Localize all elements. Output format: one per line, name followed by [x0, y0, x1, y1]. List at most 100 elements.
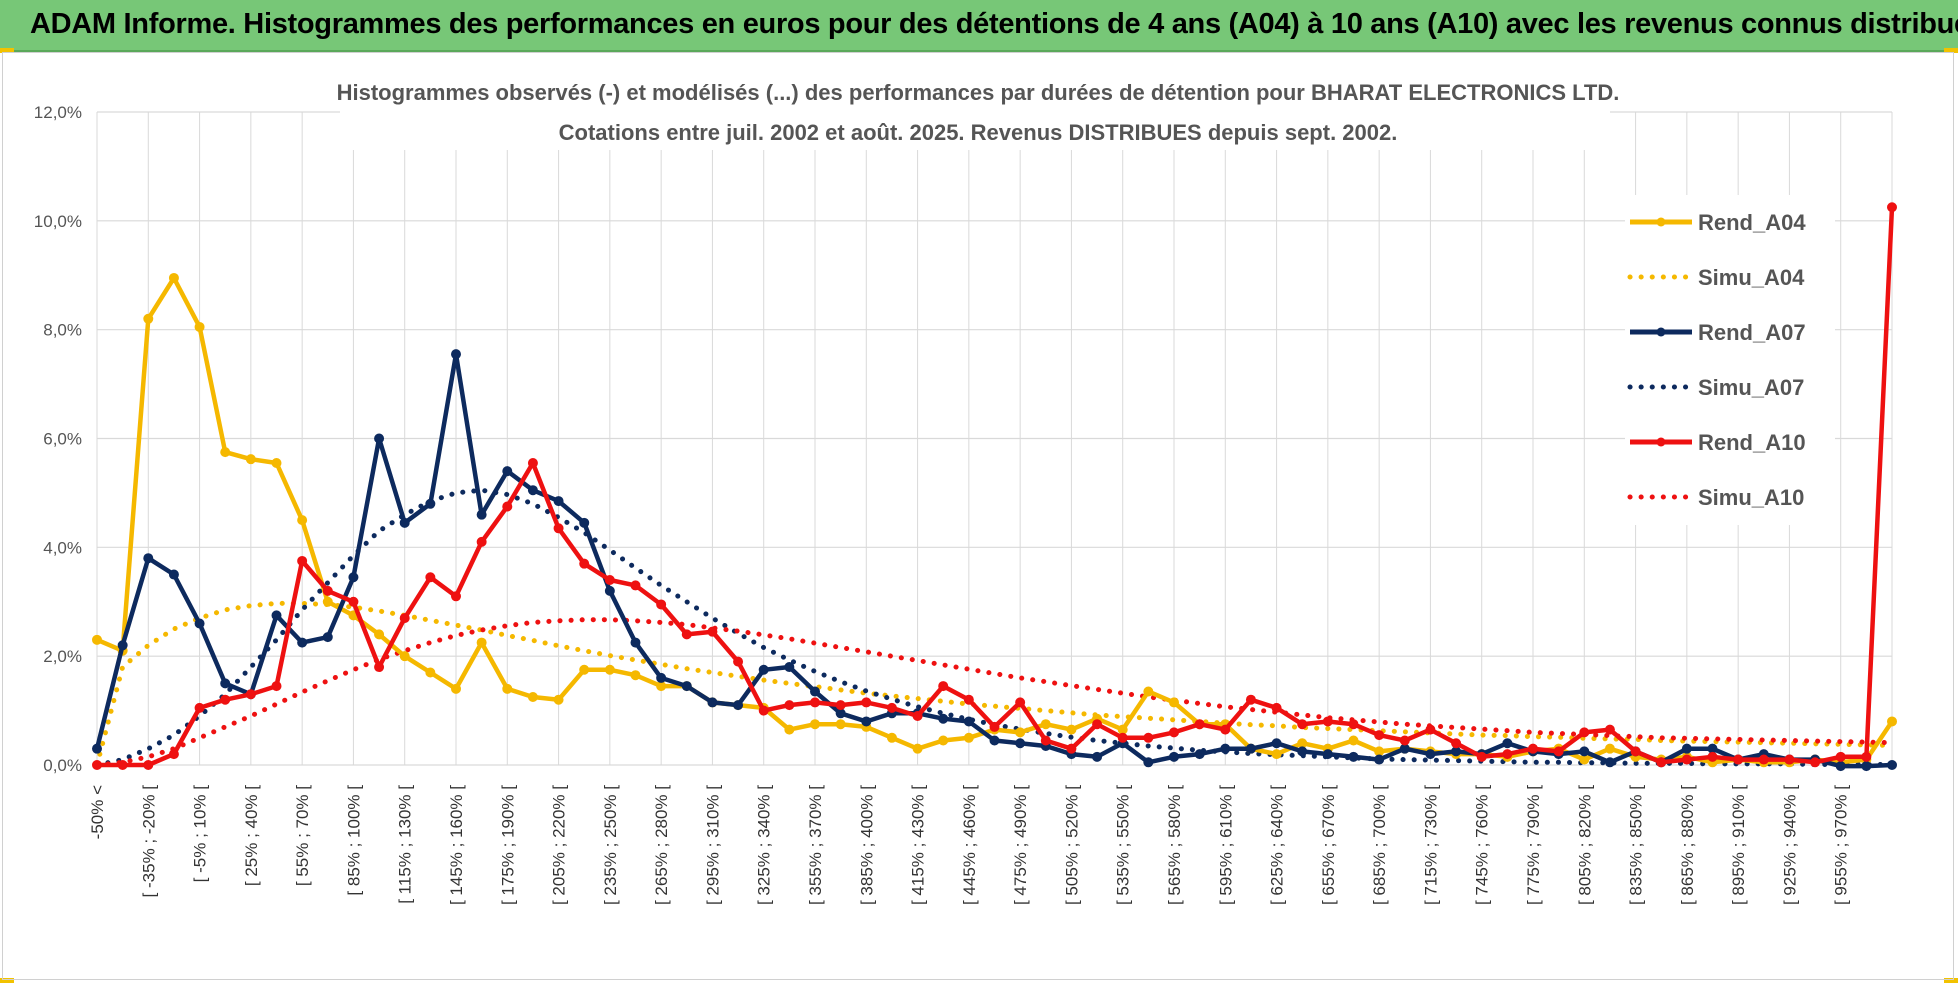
data-point	[1835, 761, 1846, 772]
data-point	[527, 457, 538, 468]
x-tick-label: [ 925% ; 940% [	[1780, 785, 1799, 905]
legend-label: Simu_A07	[1698, 375, 1804, 400]
data-point	[348, 596, 359, 607]
data-point	[194, 321, 205, 332]
data-point	[271, 457, 282, 468]
corner-accent	[1944, 48, 1958, 53]
data-point	[1451, 738, 1462, 749]
data-point	[1143, 686, 1154, 697]
data-point	[374, 629, 385, 640]
x-tick-label: [ 865% ; 880% [	[1678, 785, 1697, 905]
data-point	[1220, 724, 1231, 735]
data-point	[1476, 751, 1487, 762]
data-point	[1861, 751, 1872, 762]
x-tick-label: [ 265% ; 280% [	[652, 785, 671, 905]
data-point	[1399, 743, 1410, 754]
data-point	[656, 681, 667, 692]
data-point	[1220, 743, 1231, 754]
data-point	[1681, 754, 1692, 765]
data-point	[938, 713, 949, 724]
data-point	[425, 498, 436, 509]
x-tick-label: [ 175% ; 190% [	[498, 785, 517, 905]
data-point	[835, 708, 846, 719]
data-point	[1451, 746, 1462, 757]
x-tick-label: [ 445% ; 460% [	[960, 785, 979, 905]
x-tick-label: [ 415% ; 430% [	[909, 785, 928, 905]
data-point	[784, 662, 795, 673]
data-point	[92, 743, 102, 754]
data-point	[502, 501, 513, 512]
data-point	[1297, 719, 1308, 730]
y-tick-label: 6,0%	[43, 430, 82, 449]
data-point	[861, 697, 872, 708]
x-tick-label: [ -35% ; -20% [	[139, 785, 158, 898]
data-point	[1040, 719, 1051, 730]
data-point	[681, 681, 692, 692]
data-point	[1887, 202, 1897, 213]
data-point	[938, 681, 949, 692]
data-point	[1040, 735, 1051, 746]
data-point	[527, 485, 538, 496]
data-point	[784, 700, 795, 711]
data-point	[1169, 697, 1179, 708]
data-point	[271, 610, 282, 621]
series-line-simu-a10	[94, 617, 1895, 768]
data-point	[476, 536, 487, 547]
data-point	[1707, 743, 1718, 754]
data-point	[861, 716, 872, 727]
data-point	[1348, 719, 1359, 730]
x-tick-label: [ 715% ; 730% [	[1421, 785, 1440, 905]
data-point	[1297, 746, 1308, 757]
data-point	[810, 697, 820, 708]
data-point	[1835, 751, 1846, 762]
data-point	[220, 678, 231, 689]
x-tick-label: [ 115% ; 130% [	[396, 785, 415, 904]
data-point	[604, 664, 615, 675]
data-point	[963, 716, 974, 727]
data-point	[1553, 746, 1564, 757]
data-point	[630, 670, 641, 681]
x-tick-label: [ -5% ; 10% [	[191, 785, 210, 883]
data-point	[938, 735, 949, 746]
data-point	[92, 760, 102, 770]
data-point	[1656, 757, 1667, 768]
x-tick-label: [ 535% ; 550% [	[1114, 785, 1133, 905]
x-tick-label: [ 475% ; 490% [	[1011, 785, 1030, 905]
data-point	[1810, 757, 1821, 768]
data-point	[758, 664, 769, 675]
x-tick-label: -50% <	[88, 785, 107, 839]
data-point	[1604, 757, 1615, 768]
header-banner: ADAM Informe. Histogrammes des performan…	[0, 0, 1958, 52]
data-point	[399, 651, 410, 662]
data-point	[168, 749, 179, 760]
data-point	[297, 555, 308, 566]
data-point	[322, 585, 333, 596]
data-point	[989, 735, 1000, 746]
data-point	[1528, 743, 1538, 754]
data-point	[399, 613, 410, 624]
x-tick-label: [ 355% ; 370% [	[806, 785, 825, 905]
data-point	[1194, 719, 1205, 730]
data-point	[835, 719, 846, 730]
data-point	[886, 702, 897, 713]
data-point	[1143, 757, 1154, 768]
legend-label: Rend_A07	[1698, 320, 1806, 345]
data-point	[451, 683, 461, 694]
data-point	[579, 517, 590, 528]
data-point	[656, 672, 667, 683]
data-point	[245, 689, 256, 700]
data-point	[194, 702, 205, 713]
data-point	[1194, 749, 1205, 760]
data-point	[1681, 743, 1692, 754]
data-point	[1374, 746, 1385, 757]
data-point	[1348, 751, 1359, 762]
data-point	[1579, 754, 1590, 765]
data-point	[733, 656, 744, 667]
data-point	[502, 683, 513, 694]
x-tick-label: [ 685% ; 700% [	[1370, 785, 1389, 905]
data-point	[1425, 724, 1436, 735]
data-point	[1066, 743, 1077, 754]
data-point	[117, 760, 128, 770]
x-tick-label: [ 625% ; 640% [	[1268, 785, 1287, 905]
